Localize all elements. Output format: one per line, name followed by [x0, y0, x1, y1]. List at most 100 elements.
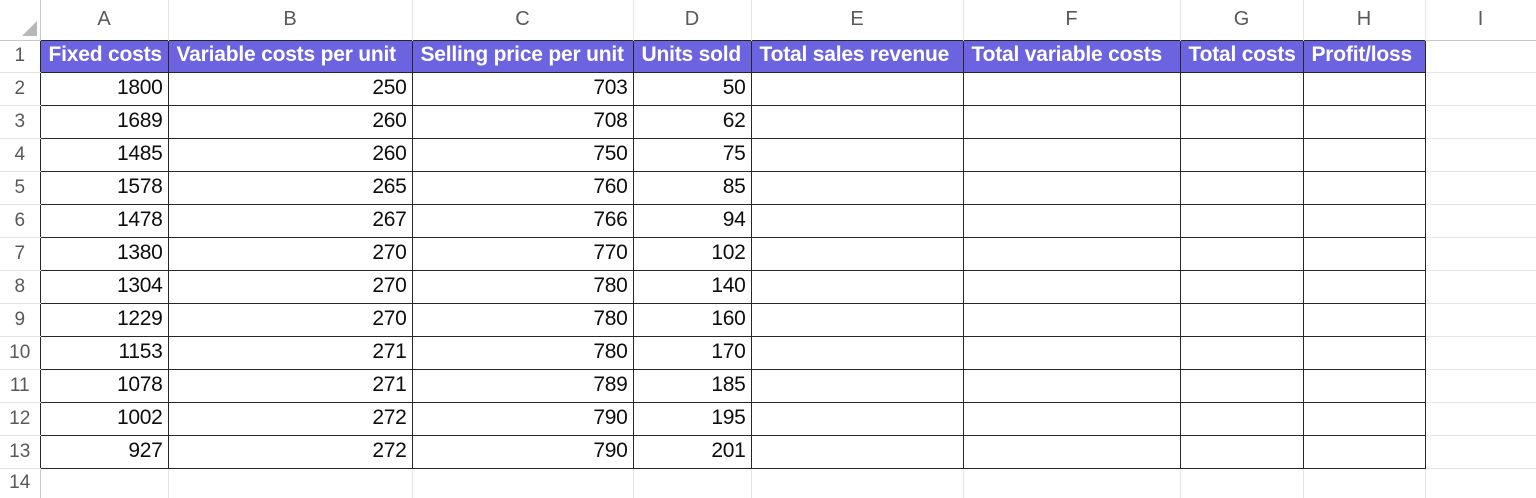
cell-B3[interactable]: 260 — [167, 104, 413, 139]
cell-B13[interactable]: 272 — [167, 434, 413, 469]
cell-E4[interactable] — [750, 137, 964, 172]
cell-B11[interactable]: 271 — [167, 368, 413, 403]
cell-D8[interactable]: 140 — [632, 269, 752, 304]
cell-G4[interactable] — [1179, 137, 1304, 172]
cell-H13[interactable] — [1302, 434, 1426, 469]
cell-G7[interactable] — [1179, 236, 1304, 271]
cell-F6[interactable] — [962, 203, 1181, 238]
row-header-5[interactable]: 5 — [0, 171, 40, 205]
cell-B9[interactable]: 270 — [167, 302, 413, 337]
cell-G10[interactable] — [1179, 335, 1304, 370]
row-header-7[interactable]: 7 — [0, 237, 40, 271]
cell-F10[interactable] — [962, 335, 1181, 370]
row-header-3[interactable]: 3 — [0, 105, 40, 139]
cell-I1[interactable] — [1425, 40, 1536, 73]
cell-G6[interactable] — [1179, 203, 1304, 238]
cell-C6[interactable]: 766 — [411, 203, 634, 238]
column-header-G[interactable]: G — [1180, 0, 1304, 40]
cell-G5[interactable] — [1179, 170, 1304, 205]
cell-I3[interactable] — [1425, 105, 1536, 139]
cell-B1[interactable]: Variable costs per unit — [167, 39, 413, 73]
column-header-D[interactable]: D — [633, 0, 752, 40]
cell-E6[interactable] — [750, 203, 964, 238]
cell-C5[interactable]: 760 — [411, 170, 634, 205]
cell-E7[interactable] — [750, 236, 964, 271]
cell-E5[interactable] — [750, 170, 964, 205]
cell-F7[interactable] — [962, 236, 1181, 271]
cell-D5[interactable]: 85 — [632, 170, 752, 205]
select-all-corner[interactable] — [0, 0, 41, 41]
column-header-H[interactable]: H — [1303, 0, 1426, 40]
cell-F12[interactable] — [962, 401, 1181, 436]
cell-C10[interactable]: 780 — [411, 335, 634, 370]
cell-C1[interactable]: Selling price per unit — [411, 39, 634, 73]
cell-I9[interactable] — [1425, 303, 1536, 337]
cell-D14[interactable] — [633, 468, 752, 498]
column-header-C[interactable]: C — [412, 0, 634, 40]
cell-H3[interactable] — [1302, 104, 1426, 139]
cell-E10[interactable] — [750, 335, 964, 370]
row-header-2[interactable]: 2 — [0, 72, 40, 106]
cell-G11[interactable] — [1179, 368, 1304, 403]
cell-F8[interactable] — [962, 269, 1181, 304]
cell-D3[interactable]: 62 — [632, 104, 752, 139]
row-header-13[interactable]: 13 — [0, 435, 40, 469]
column-header-E[interactable]: E — [751, 0, 964, 40]
cell-E1[interactable]: Total sales revenue — [750, 39, 964, 73]
cell-D2[interactable]: 50 — [632, 71, 752, 106]
column-header-A[interactable]: A — [40, 0, 169, 40]
cell-A2[interactable]: 1800 — [39, 71, 169, 106]
cell-G13[interactable] — [1179, 434, 1304, 469]
cell-F4[interactable] — [962, 137, 1181, 172]
cell-D6[interactable]: 94 — [632, 203, 752, 238]
cell-G14[interactable] — [1180, 468, 1304, 498]
cell-I11[interactable] — [1425, 369, 1536, 403]
cell-F1[interactable]: Total variable costs — [962, 39, 1181, 73]
cell-D13[interactable]: 201 — [632, 434, 752, 469]
cell-I12[interactable] — [1425, 402, 1536, 436]
row-header-6[interactable]: 6 — [0, 204, 40, 238]
cell-B4[interactable]: 260 — [167, 137, 413, 172]
cell-A10[interactable]: 1153 — [39, 335, 169, 370]
cell-I10[interactable] — [1425, 336, 1536, 370]
cell-E8[interactable] — [750, 269, 964, 304]
cell-E2[interactable] — [750, 71, 964, 106]
cell-A7[interactable]: 1380 — [39, 236, 169, 271]
cell-F5[interactable] — [962, 170, 1181, 205]
cell-H10[interactable] — [1302, 335, 1426, 370]
cell-B10[interactable]: 271 — [167, 335, 413, 370]
cell-H5[interactable] — [1302, 170, 1426, 205]
column-header-I[interactable]: I — [1425, 0, 1536, 41]
cell-E9[interactable] — [750, 302, 964, 337]
cell-D9[interactable]: 160 — [632, 302, 752, 337]
cell-E11[interactable] — [750, 368, 964, 403]
row-header-14[interactable]: 14 — [0, 468, 41, 498]
cell-D4[interactable]: 75 — [632, 137, 752, 172]
cell-A5[interactable]: 1578 — [39, 170, 169, 205]
cell-A12[interactable]: 1002 — [39, 401, 169, 436]
cell-B5[interactable]: 265 — [167, 170, 413, 205]
cell-C13[interactable]: 790 — [411, 434, 634, 469]
row-header-9[interactable]: 9 — [0, 303, 40, 337]
cell-F9[interactable] — [962, 302, 1181, 337]
cell-B14[interactable] — [168, 468, 413, 498]
cell-B7[interactable]: 270 — [167, 236, 413, 271]
cell-D12[interactable]: 195 — [632, 401, 752, 436]
cell-A1[interactable]: Fixed costs — [39, 39, 169, 73]
cell-I13[interactable] — [1425, 435, 1536, 469]
cell-A3[interactable]: 1689 — [39, 104, 169, 139]
row-header-12[interactable]: 12 — [0, 402, 40, 436]
cell-H4[interactable] — [1302, 137, 1426, 172]
cell-H14[interactable] — [1303, 468, 1426, 498]
cell-G12[interactable] — [1179, 401, 1304, 436]
cell-C9[interactable]: 780 — [411, 302, 634, 337]
row-header-11[interactable]: 11 — [0, 369, 40, 403]
cell-G2[interactable] — [1179, 71, 1304, 106]
cell-C12[interactable]: 790 — [411, 401, 634, 436]
cell-A13[interactable]: 927 — [39, 434, 169, 469]
cell-G8[interactable] — [1179, 269, 1304, 304]
cell-E3[interactable] — [750, 104, 964, 139]
cell-F13[interactable] — [962, 434, 1181, 469]
column-header-B[interactable]: B — [168, 0, 413, 40]
cell-I7[interactable] — [1425, 237, 1536, 271]
